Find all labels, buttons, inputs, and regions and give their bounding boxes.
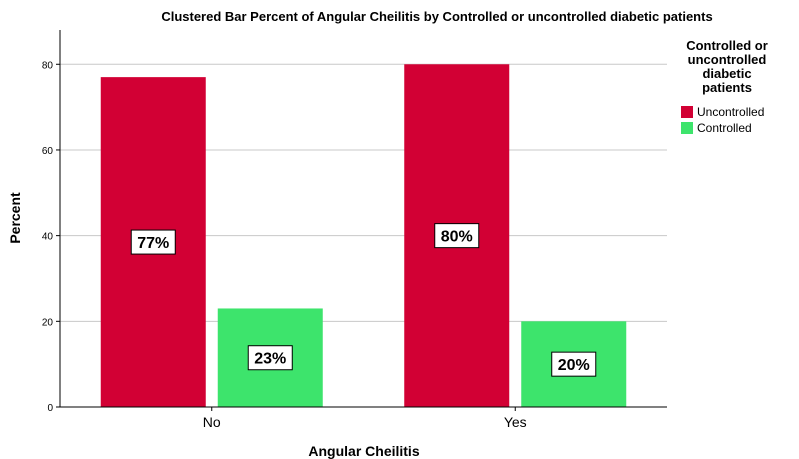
data-labels: 77% 23% 80% 20% (130, 223, 597, 377)
data-label-box (434, 223, 480, 249)
legend-title: uncontrolled (688, 52, 767, 67)
x-ticks: No Yes (203, 407, 527, 430)
legend: Controlled oruncontrolleddiabeticpatient… (681, 38, 768, 135)
y-axis-title: Percent (7, 192, 23, 244)
chart-title: Clustered Bar Percent of Angular Cheilit… (161, 9, 712, 24)
legend-title: diabetic (702, 66, 751, 81)
data-label: 80% (441, 229, 473, 246)
y-tick-label: 60 (42, 146, 54, 157)
data-label-box (247, 345, 293, 371)
legend-swatch-controlled (681, 122, 693, 134)
x-tick-label: No (203, 414, 221, 430)
legend-swatch-uncontrolled (681, 106, 693, 118)
legend-label-uncontrolled: Uncontrolled (697, 105, 764, 119)
axes (59, 30, 667, 408)
y-ticks: 0 20 40 60 80 (42, 60, 60, 414)
legend-title: patients (702, 80, 752, 95)
x-tick-label: Yes (504, 414, 527, 430)
x-axis-title: Angular Cheilitis (308, 443, 419, 459)
legend-label-controlled: Controlled (697, 121, 752, 135)
y-tick-label: 20 (42, 317, 54, 328)
data-label-box (130, 229, 176, 255)
data-label: 20% (558, 357, 590, 374)
y-tick-label: 0 (47, 403, 53, 414)
y-tick-label: 40 (42, 232, 54, 243)
data-label: 23% (254, 351, 286, 368)
data-label-box (551, 351, 597, 377)
y-tick-label: 80 (42, 60, 54, 71)
legend-title: Controlled or (686, 38, 768, 53)
data-label: 77% (137, 235, 169, 252)
